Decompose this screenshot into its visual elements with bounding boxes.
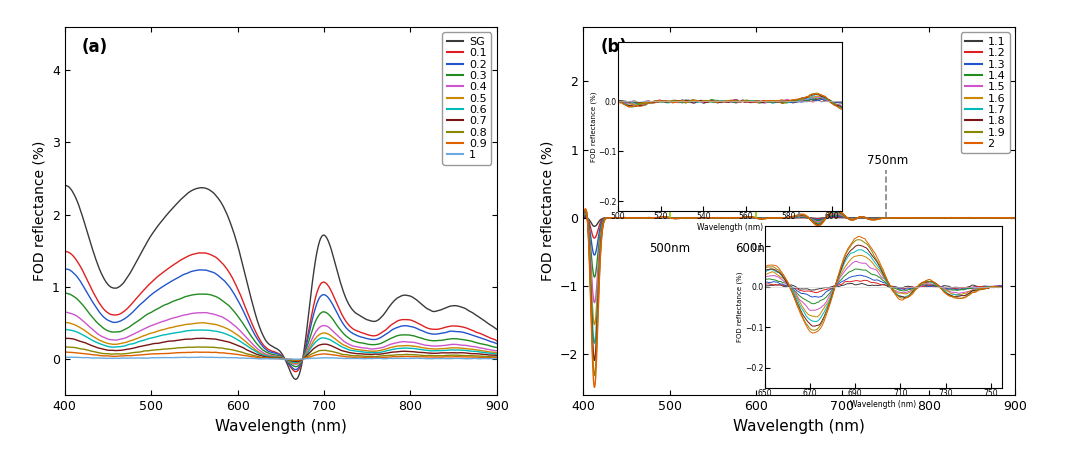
Legend: 1.1, 1.2, 1.3, 1.4, 1.5, 1.6, 1.7, 1.8, 1.9, 2: 1.1, 1.2, 1.3, 1.4, 1.5, 1.6, 1.7, 1.8, … xyxy=(961,32,1010,154)
Legend: SG, 0.1, 0.2, 0.3, 0.4, 0.5, 0.6, 0.7, 0.8, 0.9, 1: SG, 0.1, 0.2, 0.3, 0.4, 0.5, 0.6, 0.7, 0… xyxy=(443,32,491,165)
Y-axis label: FOD reflectance (%): FOD reflectance (%) xyxy=(540,141,554,281)
Text: 750nm: 750nm xyxy=(867,154,908,167)
X-axis label: Wavelength (nm): Wavelength (nm) xyxy=(733,418,865,434)
Y-axis label: FOD reflectance (%): FOD reflectance (%) xyxy=(32,141,46,281)
Text: 500nm: 500nm xyxy=(649,242,690,255)
Text: (b): (b) xyxy=(600,38,627,56)
X-axis label: Wavelength (nm): Wavelength (nm) xyxy=(215,418,347,434)
Text: (a): (a) xyxy=(82,38,108,56)
Text: 650nm: 650nm xyxy=(779,242,820,255)
Text: 600nm: 600nm xyxy=(735,242,777,255)
